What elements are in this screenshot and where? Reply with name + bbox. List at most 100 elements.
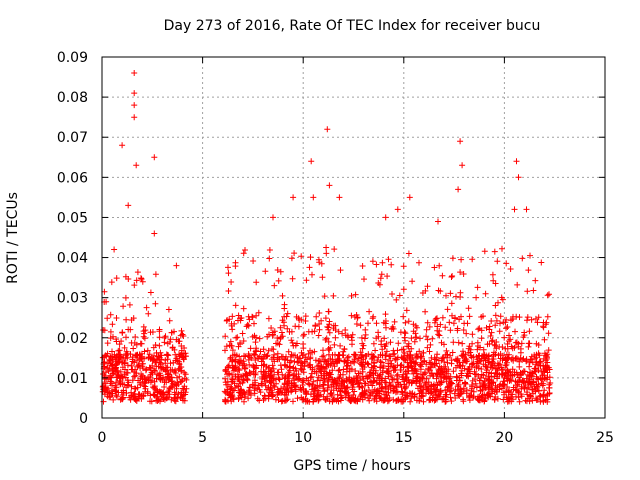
data-point	[372, 347, 379, 354]
data-point	[542, 375, 548, 382]
data-point	[232, 259, 239, 266]
data-point	[513, 393, 519, 400]
data-point	[407, 398, 414, 405]
data-point	[263, 386, 270, 393]
data-point	[365, 351, 372, 358]
data-point	[240, 305, 247, 312]
data-point	[319, 353, 326, 360]
data-point	[320, 376, 327, 383]
data-point	[160, 396, 167, 402]
data-point	[275, 375, 282, 382]
data-point	[410, 328, 417, 335]
data-point	[447, 327, 454, 334]
data-point	[310, 396, 317, 403]
data-point	[342, 332, 349, 339]
peak-point	[459, 162, 466, 169]
data-point	[126, 301, 133, 308]
data-point	[320, 347, 326, 354]
data-point	[268, 379, 275, 386]
data-point	[124, 362, 131, 369]
data-point	[466, 394, 472, 401]
data-point	[402, 375, 409, 382]
data-point	[535, 350, 542, 357]
data-point	[364, 360, 371, 367]
data-point	[260, 397, 267, 403]
data-point	[175, 390, 182, 397]
data-point	[448, 274, 455, 280]
data-point	[338, 394, 345, 401]
data-point	[274, 267, 281, 273]
data-point	[366, 308, 373, 315]
data-point	[327, 355, 334, 362]
data-point	[244, 321, 251, 328]
data-point	[456, 393, 463, 399]
data-point	[108, 279, 115, 286]
data-point	[251, 351, 258, 358]
data-point	[424, 283, 431, 290]
data-point	[254, 385, 261, 392]
data-point	[131, 282, 138, 289]
data-point	[475, 373, 482, 379]
data-point	[379, 346, 386, 353]
data-point	[423, 361, 430, 368]
data-point	[405, 340, 412, 347]
data-point	[344, 384, 351, 391]
data-point	[499, 370, 506, 377]
data-point	[334, 395, 341, 402]
data-point	[300, 332, 307, 339]
data-point	[545, 347, 552, 354]
data-point	[144, 388, 151, 395]
data-point	[256, 335, 263, 342]
data-point	[117, 355, 124, 362]
data-point	[402, 357, 409, 364]
data-point	[423, 375, 430, 382]
data-point	[148, 355, 155, 361]
data-point	[331, 341, 338, 348]
data-point	[541, 350, 548, 357]
data-point	[130, 345, 137, 352]
data-point	[274, 354, 281, 361]
data-point	[534, 384, 541, 390]
data-point	[127, 326, 134, 333]
data-point	[226, 342, 233, 349]
data-point	[468, 364, 475, 370]
data-point	[275, 389, 282, 396]
data-point	[183, 376, 190, 383]
data-point	[489, 337, 496, 344]
data-point	[332, 377, 339, 384]
data-point	[446, 319, 453, 326]
data-point	[379, 352, 386, 359]
data-point	[252, 370, 259, 376]
data-point	[528, 393, 534, 400]
data-point	[138, 275, 144, 282]
data-point	[378, 341, 385, 348]
data-point	[401, 385, 408, 392]
data-point	[427, 341, 434, 348]
data-point	[536, 393, 543, 400]
x-tick-label: 25	[596, 430, 614, 446]
data-point	[472, 376, 478, 383]
data-point	[379, 259, 386, 266]
data-point	[485, 392, 492, 399]
data-point	[406, 379, 413, 386]
peak-point	[131, 114, 138, 121]
data-point	[107, 328, 114, 335]
data-point	[274, 335, 281, 341]
data-point	[285, 348, 292, 355]
data-point	[226, 370, 233, 377]
data-point	[399, 389, 406, 396]
data-point	[325, 324, 332, 331]
data-point	[124, 370, 131, 376]
data-point	[337, 267, 344, 274]
data-point	[316, 326, 323, 333]
data-point	[227, 386, 234, 393]
data-point	[466, 313, 473, 320]
data-point	[264, 333, 271, 340]
data-point	[309, 271, 315, 278]
data-point	[535, 387, 542, 394]
peak-point	[111, 246, 118, 253]
data-point	[492, 302, 499, 309]
data-point	[159, 389, 166, 396]
data-point	[155, 363, 162, 370]
data-point	[134, 269, 141, 276]
